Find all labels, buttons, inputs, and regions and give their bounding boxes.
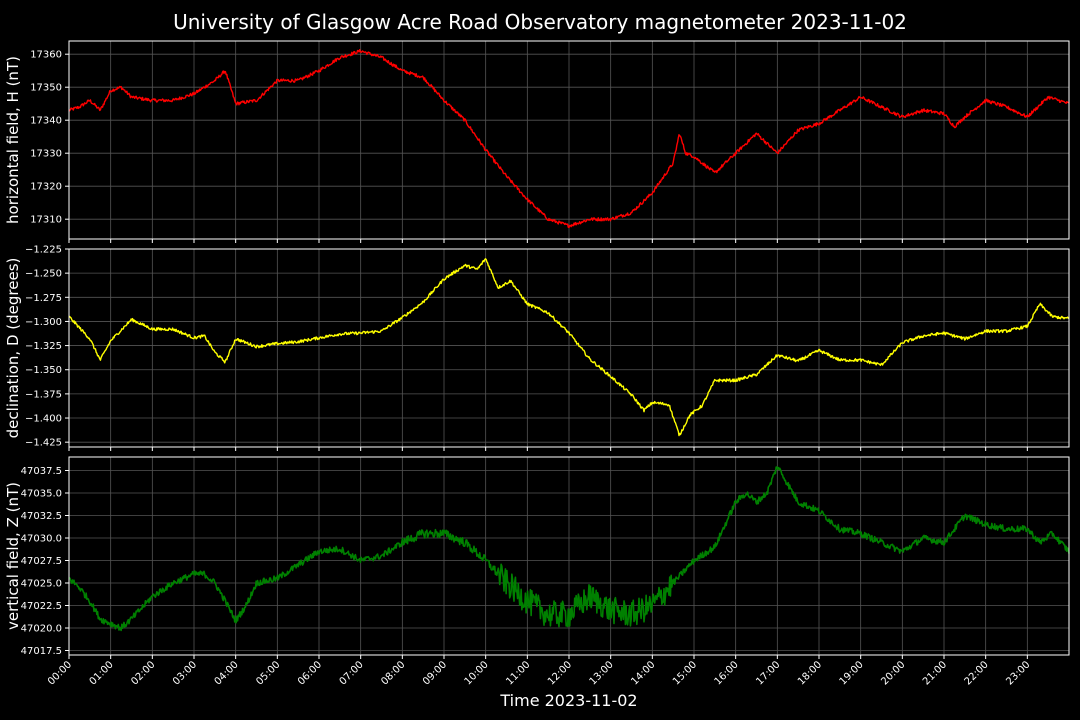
panel-2: −1.425 −1.400 −1.375 −1.350 −1.325 −1.300 −1.2… bbox=[4, 245, 1070, 451]
y-tick-label: −1.225 bbox=[25, 245, 62, 256]
y-tick-label: 17330 bbox=[30, 149, 62, 160]
y-tick-label: 47027.5 bbox=[21, 556, 62, 567]
y-tick-label: −1.425 bbox=[25, 438, 62, 449]
y-axis-label: vertical field, Z (nT) bbox=[4, 482, 22, 630]
plot-frame bbox=[68, 248, 1070, 448]
y-tick-label: −1.275 bbox=[25, 293, 62, 304]
y-tick-label: −1.400 bbox=[25, 414, 62, 425]
panel-1: 17310 17320 17330 17340 17350 17360 horizontal… bbox=[4, 40, 1070, 243]
y-tick-label: 47017.5 bbox=[21, 646, 62, 657]
series-line bbox=[68, 466, 1070, 632]
y-tick-label: 17350 bbox=[30, 83, 62, 94]
panels: 17310 17320 17330 17340 17350 17360 horizontal… bbox=[4, 40, 1070, 659]
y-axis-label: horizontal field, H (nT) bbox=[4, 56, 22, 224]
y-tick-label: 17320 bbox=[30, 182, 62, 193]
plot-frame bbox=[68, 456, 1070, 656]
y-tick-label: −1.375 bbox=[25, 389, 62, 400]
y-tick-label: 47025.0 bbox=[21, 579, 62, 590]
y-tick-label: 47037.5 bbox=[21, 466, 62, 477]
y-tick-label: 47035.0 bbox=[21, 489, 62, 500]
y-tick-label: 47022.5 bbox=[21, 601, 62, 612]
plot-frame bbox=[68, 40, 1070, 240]
series-line bbox=[68, 258, 1070, 437]
y-tick-label: −1.250 bbox=[25, 269, 62, 280]
y-tick-label: 17360 bbox=[30, 50, 62, 61]
y-tick-label: 47032.5 bbox=[21, 511, 62, 522]
panel-3: 47017.5 47020.0 47022.5 47025.0 47027.5 47030… bbox=[4, 456, 1070, 659]
y-tick-label: −1.325 bbox=[25, 341, 62, 352]
y-tick-label: 17310 bbox=[30, 215, 62, 226]
y-tick-label: 47020.0 bbox=[21, 624, 62, 635]
y-axis-label: declination, D (degrees) bbox=[4, 258, 22, 439]
series-line bbox=[68, 48, 1070, 229]
x-axis-label: Time 2023-11-02 bbox=[499, 691, 637, 710]
y-tick-label: −1.300 bbox=[25, 317, 62, 328]
y-tick-label: −1.350 bbox=[25, 365, 62, 376]
y-tick-label: 47030.0 bbox=[21, 534, 62, 545]
chart-title: University of Glasgow Acre Road Observat… bbox=[173, 10, 907, 34]
y-tick-label: 17340 bbox=[30, 116, 62, 127]
